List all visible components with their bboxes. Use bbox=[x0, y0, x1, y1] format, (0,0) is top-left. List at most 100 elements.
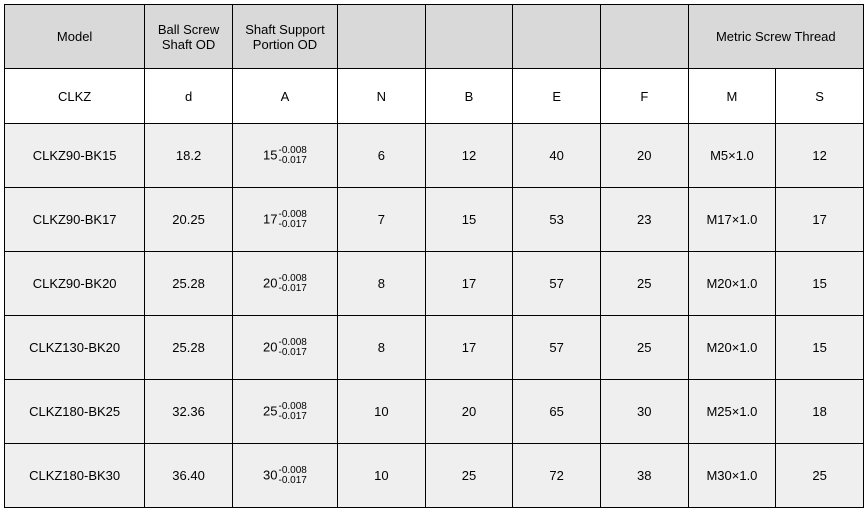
tolerance-sub: -0.008-0.017 bbox=[279, 466, 307, 486]
symbol-m: M bbox=[688, 69, 776, 124]
cell-d: 20.25 bbox=[145, 188, 233, 252]
cell-s: 12 bbox=[776, 124, 864, 188]
tolerance-lower: -0.017 bbox=[279, 156, 307, 166]
cell-b: 20 bbox=[425, 380, 513, 444]
cell-s: 18 bbox=[776, 380, 864, 444]
cell-f: 38 bbox=[600, 444, 688, 508]
symbol-n: N bbox=[338, 69, 426, 124]
tolerance-sub: -0.008-0.017 bbox=[279, 402, 307, 422]
cell-a: 15-0.008-0.017 bbox=[232, 124, 337, 188]
symbol-f: F bbox=[600, 69, 688, 124]
cell-a: 20-0.008-0.017 bbox=[232, 252, 337, 316]
cell-m: M20×1.0 bbox=[688, 316, 776, 380]
cell-b: 17 bbox=[425, 252, 513, 316]
cell-f: 25 bbox=[600, 316, 688, 380]
cell-f: 25 bbox=[600, 252, 688, 316]
cell-n: 8 bbox=[338, 252, 426, 316]
header-row: Model Ball Screw Shaft OD Shaft Support … bbox=[5, 5, 864, 69]
cell-model: CLKZ180-BK25 bbox=[5, 380, 145, 444]
cell-f: 20 bbox=[600, 124, 688, 188]
tolerance-upper: -0.008 bbox=[279, 146, 307, 156]
cell-e: 65 bbox=[513, 380, 601, 444]
header-shaft-support-od: Shaft Support Portion OD bbox=[232, 5, 337, 69]
header-f bbox=[600, 5, 688, 69]
header-model: Model bbox=[5, 5, 145, 69]
cell-d: 25.28 bbox=[145, 316, 233, 380]
symbol-d: d bbox=[145, 69, 233, 124]
header-metric-thread: Metric Screw Thread bbox=[688, 5, 863, 69]
table-row: CLKZ90-BK1720.2517-0.008-0.0177155323M17… bbox=[5, 188, 864, 252]
cell-n: 10 bbox=[338, 380, 426, 444]
symbol-s: S bbox=[776, 69, 864, 124]
tolerance-upper: -0.008 bbox=[279, 466, 307, 476]
tolerance-main: 30 bbox=[263, 467, 277, 482]
cell-b: 15 bbox=[425, 188, 513, 252]
tolerance-sub: -0.008-0.017 bbox=[279, 274, 307, 294]
symbol-a: A bbox=[232, 69, 337, 124]
tolerance-sub: -0.008-0.017 bbox=[279, 338, 307, 358]
cell-s: 25 bbox=[776, 444, 864, 508]
tolerance-lower: -0.017 bbox=[279, 284, 307, 294]
cell-d: 18.2 bbox=[145, 124, 233, 188]
cell-s: 17 bbox=[776, 188, 864, 252]
cell-model: CLKZ90-BK17 bbox=[5, 188, 145, 252]
tolerance-sub: -0.008-0.017 bbox=[279, 210, 307, 230]
table-row: CLKZ130-BK2025.28 20-0.008-0.017 8175725M2… bbox=[5, 316, 864, 380]
cell-n: 10 bbox=[338, 444, 426, 508]
cell-a: 30-0.008-0.017 bbox=[232, 444, 337, 508]
cell-model: CLKZ180-BK30 bbox=[5, 444, 145, 508]
cell-f: 30 bbox=[600, 380, 688, 444]
tolerance-main: 15 bbox=[263, 147, 277, 162]
spec-table: Model Ball Screw Shaft OD Shaft Support … bbox=[4, 4, 864, 508]
symbol-model: CLKZ bbox=[5, 69, 145, 124]
tolerance-main: 17 bbox=[263, 211, 277, 226]
table-row: CLKZ90-BK2025.2820-0.008-0.0178175725M20… bbox=[5, 252, 864, 316]
symbol-e: E bbox=[513, 69, 601, 124]
tolerance-lower: -0.017 bbox=[279, 348, 307, 358]
tolerance-lower: -0.017 bbox=[279, 220, 307, 230]
cell-m: M20×1.0 bbox=[688, 252, 776, 316]
cell-b: 12 bbox=[425, 124, 513, 188]
tolerance-sub: -0.008-0.017 bbox=[279, 146, 307, 166]
cell-a: 17-0.008-0.017 bbox=[232, 188, 337, 252]
table-row: CLKZ180-BK3036.4030-0.008-0.01710257238M… bbox=[5, 444, 864, 508]
tolerance-upper: -0.008 bbox=[279, 210, 307, 220]
cell-e: 72 bbox=[513, 444, 601, 508]
table-body: CLKZ90-BK1518.215-0.008-0.0176124020M5×1… bbox=[5, 124, 864, 508]
header-n bbox=[338, 5, 426, 69]
cell-s: 15 bbox=[776, 252, 864, 316]
cell-model: CLKZ130-BK20 bbox=[5, 316, 145, 380]
cell-e: 57 bbox=[513, 252, 601, 316]
table-row: CLKZ180-BK2532.3625-0.008-0.01710206530M… bbox=[5, 380, 864, 444]
table-row: CLKZ90-BK1518.215-0.008-0.0176124020M5×1… bbox=[5, 124, 864, 188]
tolerance-upper: -0.008 bbox=[279, 402, 307, 412]
cell-s: 15 bbox=[776, 316, 864, 380]
tolerance-upper: -0.008 bbox=[279, 338, 307, 348]
cell-model: CLKZ90-BK15 bbox=[5, 124, 145, 188]
tolerance-lower: -0.017 bbox=[279, 412, 307, 422]
cell-n: 7 bbox=[338, 188, 426, 252]
tolerance-upper: -0.008 bbox=[279, 274, 307, 284]
cell-e: 40 bbox=[513, 124, 601, 188]
cell-m: M17×1.0 bbox=[688, 188, 776, 252]
cell-m: M5×1.0 bbox=[688, 124, 776, 188]
cell-e: 53 bbox=[513, 188, 601, 252]
cell-f: 23 bbox=[600, 188, 688, 252]
cell-m: M30×1.0 bbox=[688, 444, 776, 508]
header-ball-screw-od: Ball Screw Shaft OD bbox=[145, 5, 233, 69]
tolerance-main: 20 bbox=[263, 339, 277, 354]
cell-n: 6 bbox=[338, 124, 426, 188]
cell-model: CLKZ90-BK20 bbox=[5, 252, 145, 316]
cell-d: 32.36 bbox=[145, 380, 233, 444]
header-b bbox=[425, 5, 513, 69]
cell-m: M25×1.0 bbox=[688, 380, 776, 444]
cell-b: 17 bbox=[425, 316, 513, 380]
header-e bbox=[513, 5, 601, 69]
tolerance-main: 20 bbox=[263, 275, 277, 290]
tolerance-main: 25 bbox=[263, 403, 277, 418]
cell-e: 57 bbox=[513, 316, 601, 380]
cell-b: 25 bbox=[425, 444, 513, 508]
cell-n: 8 bbox=[338, 316, 426, 380]
cell-a: 25-0.008-0.017 bbox=[232, 380, 337, 444]
symbol-b: B bbox=[425, 69, 513, 124]
